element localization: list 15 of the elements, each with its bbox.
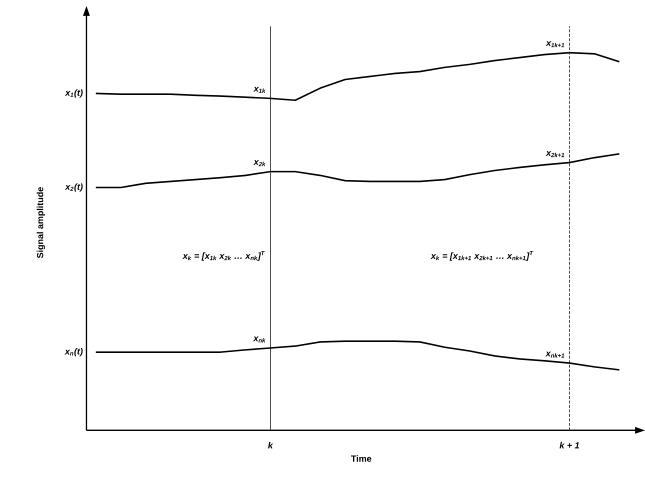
annotation: x$_{nk}$ [253,336,266,342]
x-tick-label: k + 1 [560,442,580,448]
annotation: x$_{2k+1}$ [546,151,564,158]
text: x$_{k}$ = [x$_{1k}$ x$_{2k}$ … x$_{nk}$]$^{T}$ [182,250,265,261]
x-axis-title: Time [350,455,372,462]
text: x$_{k}$ = [x$_{1k+1}$ x$_{2k+1}$ … x$_{nk+1}$]$^{T}$ [430,250,534,261]
annotation: x$_{2k}$ [253,160,266,166]
annotation: x$_{1k+1}$ [546,41,564,48]
series-label: x$_{1}$(t) [64,89,83,98]
annotation: x$_{nk+1}$ [545,352,564,358]
x-tick-label: k [268,442,274,448]
series-label: x$_{2}$(t) [64,183,83,192]
y-axis-title: Signal amplitude [36,187,46,258]
annotation: x$_{1k}$ [253,86,266,93]
series-label: x$_{n}$(t) [64,348,83,356]
